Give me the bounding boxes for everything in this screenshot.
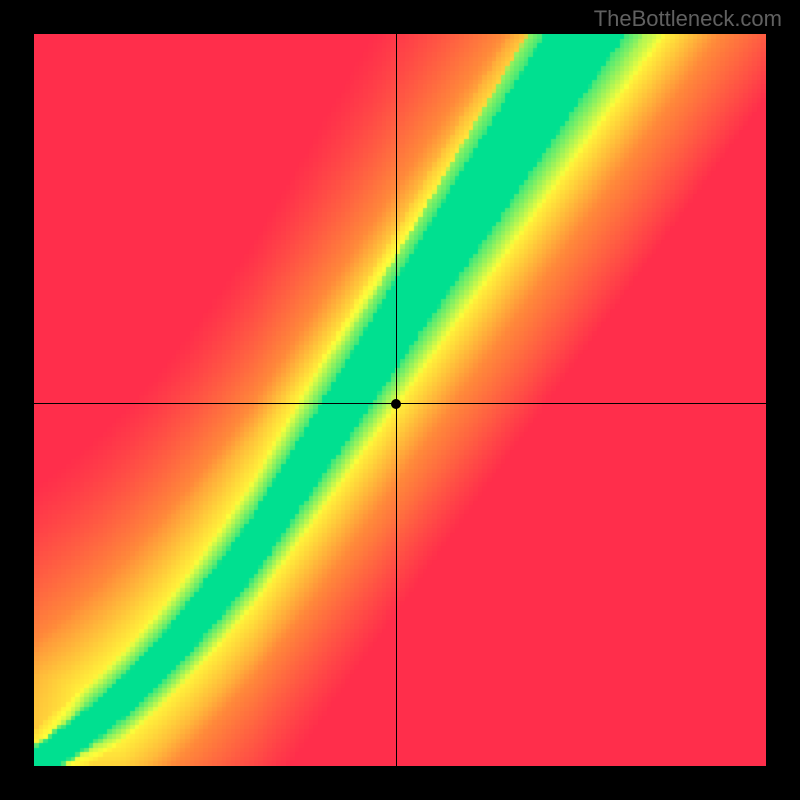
chart-container: TheBottleneck.com <box>0 0 800 800</box>
watermark-text: TheBottleneck.com <box>594 6 782 32</box>
data-point-marker <box>391 399 401 409</box>
plot-area <box>34 34 766 766</box>
